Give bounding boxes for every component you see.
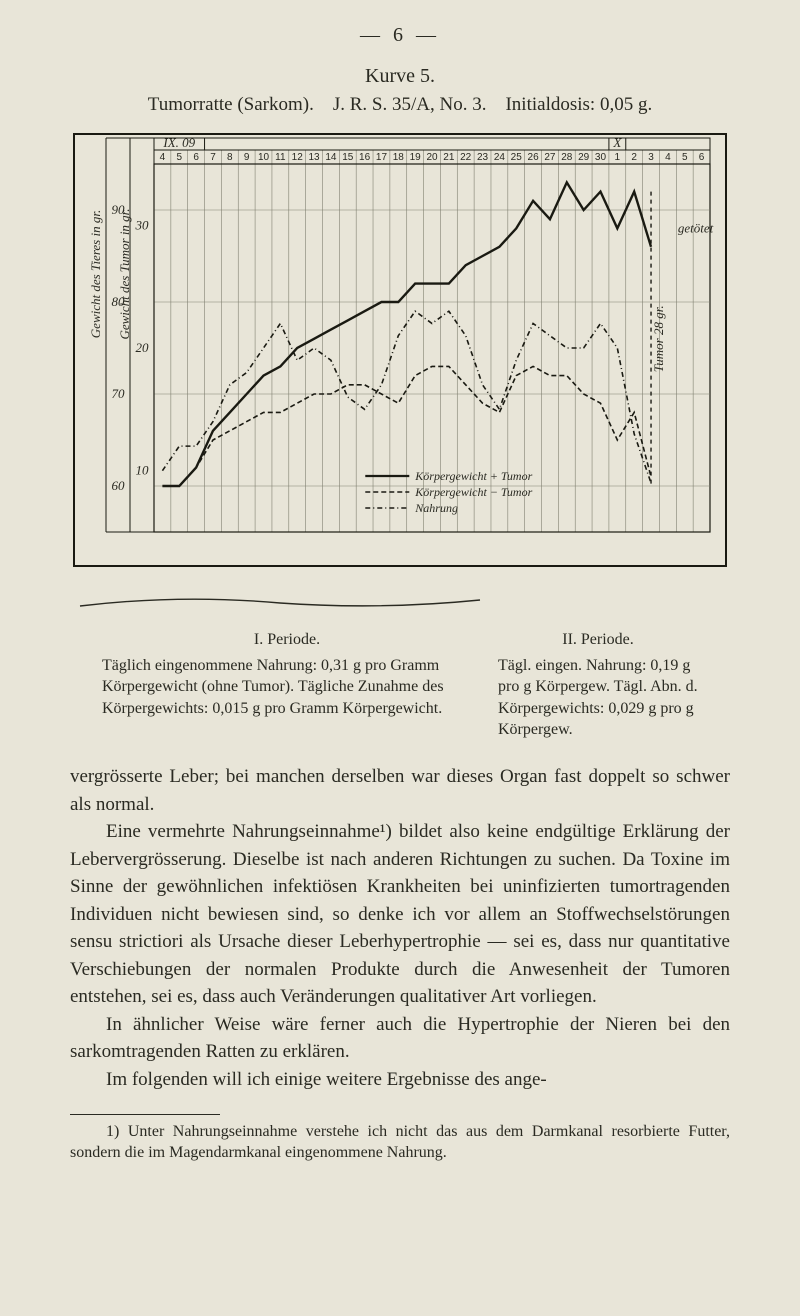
svg-text:Gewicht des Tieres in gr.: Gewicht des Tieres in gr. [88,210,103,338]
period-1: I. Periode. Täglich eingenommene Nahrung… [102,629,472,741]
svg-text:22: 22 [460,152,472,163]
subtitle-left: Tumorratte (Sarkom). [148,94,314,115]
svg-text:6: 6 [699,152,705,163]
subtitle-dose: Initialdosis: 0,05 g. [505,94,652,115]
svg-text:30: 30 [135,217,150,232]
svg-text:Körpergewicht − Tumor: Körpergewicht − Tumor [414,485,532,499]
paragraph-4: Im folgenden will ich einige weitere Erg… [70,1066,730,1094]
paragraph-3: In ähnlicher Weise wäre ferner auch die … [70,1011,730,1066]
body-text: vergrösserte Leber; bei manchen derselbe… [70,763,730,1094]
svg-text:Nahrung: Nahrung [414,501,458,515]
svg-text:10: 10 [136,463,150,478]
svg-text:19: 19 [410,152,422,163]
svg-text:Gewicht des Tumor in gr.: Gewicht des Tumor in gr. [117,208,132,339]
figure-subtitle: Tumorratte (Sarkom). J. R. S. 35/A, No. … [70,94,730,116]
svg-text:6: 6 [193,152,199,163]
svg-text:9: 9 [244,152,250,163]
svg-text:13: 13 [308,152,320,163]
svg-text:X: X [612,135,622,150]
svg-text:getötet: getötet [678,220,714,235]
svg-text:60: 60 [112,478,126,493]
svg-text:4: 4 [665,152,671,163]
svg-text:12: 12 [292,152,304,163]
period-2: II. Periode. Tägl. eingen. Nahrung: 0,19… [498,629,698,741]
subtitle-right: J. R. S. 35/A, No. 3. [333,94,487,115]
svg-text:29: 29 [578,152,590,163]
svg-text:26: 26 [528,152,540,163]
svg-text:7: 7 [210,152,216,163]
svg-text:10: 10 [258,152,270,163]
footnote: 1) Unter Nahrungseinnahme verstehe ich n… [70,1121,730,1164]
svg-text:5: 5 [682,152,688,163]
svg-text:24: 24 [494,152,506,163]
period-2-body: Tägl. eingen. Nahrung: 0,19 g pro g Körp… [498,655,698,741]
svg-text:5: 5 [176,152,182,163]
svg-text:25: 25 [511,152,523,163]
period-separator [70,596,490,610]
svg-text:21: 21 [443,152,455,163]
svg-text:Tumor 28 gr.: Tumor 28 gr. [651,305,666,372]
period-columns: I. Periode. Täglich eingenommene Nahrung… [70,629,730,741]
svg-text:16: 16 [359,152,371,163]
svg-text:18: 18 [393,152,405,163]
period-1-body: Täglich eingenommene Nahrung: 0,31 g pro… [102,655,472,720]
svg-text:15: 15 [342,152,354,163]
chart-panel: IX. 09X456789101112131415161718192021222… [70,130,730,570]
figure-title: Kurve 5. [70,65,730,88]
svg-text:70: 70 [112,386,126,401]
svg-text:11: 11 [275,152,286,163]
svg-text:20: 20 [426,152,438,163]
svg-text:2: 2 [631,152,637,163]
svg-text:4: 4 [160,152,166,163]
svg-text:8: 8 [227,152,233,163]
svg-text:3: 3 [648,152,654,163]
svg-text:1: 1 [615,152,621,163]
paragraph-1: vergrösserte Leber; bei manchen derselbe… [70,763,730,818]
chart-svg: IX. 09X456789101112131415161718192021222… [70,130,730,570]
svg-text:30: 30 [595,152,607,163]
period-1-head: I. Periode. [102,629,472,651]
footnote-separator [70,1114,220,1115]
scanned-page: — 6 — Kurve 5. Tumorratte (Sarkom). J. R… [0,0,800,1204]
svg-text:23: 23 [477,152,489,163]
paragraph-2: Eine vermehrte Nahrungseinnahme¹) bildet… [70,818,730,1011]
svg-text:Körpergewicht + Tumor: Körpergewicht + Tumor [414,469,532,483]
svg-text:17: 17 [376,152,388,163]
page-number: — 6 — [70,24,730,47]
svg-text:20: 20 [136,340,150,355]
svg-text:IX. 09: IX. 09 [162,135,195,150]
svg-text:14: 14 [325,152,337,163]
footnote-text: 1) Unter Nahrungseinnahme verstehe ich n… [70,1121,730,1164]
svg-text:28: 28 [561,152,573,163]
svg-text:27: 27 [544,152,556,163]
period-2-head: II. Periode. [498,629,698,651]
